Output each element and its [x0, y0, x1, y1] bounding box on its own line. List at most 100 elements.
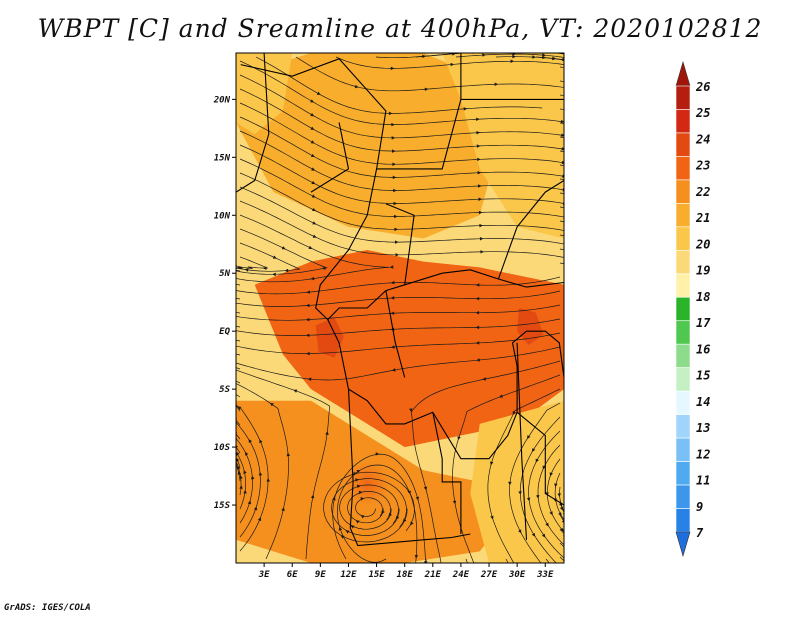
streamline-arrow: [253, 506, 258, 511]
streamline-arrow: [316, 91, 321, 95]
streamline: [239, 116, 564, 178]
streamline-arrow: [393, 188, 397, 193]
lat-tick-label: 5N: [219, 269, 230, 279]
streamline: [331, 478, 407, 536]
country-border: [347, 389, 471, 547]
streamline-arrow: [414, 554, 419, 559]
streamline-arrow: [549, 472, 553, 477]
lat-tick-label: 20N: [213, 95, 231, 105]
streamline-arrow: [338, 526, 343, 531]
colorbar-label: 12: [696, 447, 710, 461]
streamline: [323, 471, 415, 543]
streamline-arrow: [355, 478, 360, 482]
streamline-arrow: [482, 53, 486, 57]
streamline: [339, 484, 399, 530]
streamline-arrow: [561, 160, 564, 165]
streamline-arrow: [558, 512, 562, 517]
streamline-arrow: [391, 122, 395, 127]
streamline-arrow: [391, 368, 396, 372]
streamline: [337, 464, 418, 563]
streamline-arrow: [375, 452, 380, 456]
streamline-arrow: [475, 325, 480, 330]
colorbar-swatch: [675, 484, 691, 509]
streamline-arrow: [564, 242, 568, 245]
streamline-arrow: [477, 184, 482, 188]
streamline-arrow: [281, 246, 286, 250]
wbpt-region-peak-24: [315, 317, 344, 358]
streamline-arrow: [479, 223, 484, 228]
streamline: [537, 444, 564, 546]
colorbar-swatch: [675, 390, 691, 415]
lon-tick-label: 18E: [397, 570, 414, 580]
colorbar-label: 11: [696, 474, 710, 488]
streamline: [415, 53, 564, 58]
colorbar-label: 17: [696, 316, 711, 330]
streamline-arrow: [272, 272, 276, 277]
streamline-arrow: [475, 310, 480, 315]
streamline: [559, 542, 564, 548]
streamline: [239, 130, 564, 191]
streamline-arrow: [512, 411, 516, 416]
country-border: [385, 290, 406, 378]
streamline-arrow: [350, 525, 355, 529]
colorbar-label: 26: [695, 80, 710, 94]
streamline: [239, 200, 564, 258]
country-border: [497, 180, 564, 280]
streamline-arrow: [311, 194, 316, 198]
streamline-arrow: [522, 49, 526, 52]
streamline: [546, 458, 564, 533]
streamline-arrow: [477, 157, 481, 162]
streamline-arrow: [480, 250, 485, 254]
streamline: [559, 66, 564, 68]
streamline: [375, 53, 564, 59]
colorbar-swatch: [675, 273, 691, 298]
streamline-arrow: [564, 86, 568, 89]
streamline-arrow: [310, 112, 315, 117]
streamline-arrow: [321, 266, 326, 270]
colorbar-swatch: [675, 437, 691, 462]
streamline: [236, 463, 241, 482]
streamline: [559, 220, 564, 223]
colorbar-label: 16: [696, 342, 710, 356]
streamline-arrow: [236, 445, 239, 449]
streamline-arrow: [394, 214, 398, 219]
streamline: [239, 172, 564, 231]
streamline-arrow: [560, 119, 564, 124]
lon-tick-label: 24E: [452, 570, 470, 580]
streamline-arrow: [307, 377, 312, 382]
colorbar-swatch: [675, 156, 691, 181]
streamline-arrow: [306, 290, 311, 294]
streamline: [236, 256, 268, 270]
colorbar-swatch: [675, 132, 691, 157]
streamline: [347, 491, 391, 524]
streamline-arrow: [390, 66, 395, 71]
streamline-arrow: [527, 435, 531, 440]
streamline-arrow: [358, 490, 363, 495]
streamline-arrow: [244, 451, 249, 456]
colorbar-swatch: [675, 414, 691, 439]
streamline-arrow: [390, 296, 395, 300]
streamline-arrow: [478, 197, 483, 202]
streamline-arrow: [229, 453, 233, 457]
streamline: [236, 404, 269, 552]
streamline: [410, 360, 561, 563]
streamline-arrow: [561, 57, 564, 62]
streamline-arrow: [293, 389, 298, 393]
wbpt-region-se-20: [470, 400, 564, 563]
streamline: [236, 369, 331, 560]
streamline: [332, 453, 427, 563]
colorbar-label: 24: [695, 132, 710, 146]
streamline-arrow: [561, 133, 564, 137]
streamline-arrow: [391, 136, 396, 140]
streamline-arrow: [231, 277, 235, 280]
streamline-arrow: [312, 234, 317, 238]
streamline-arrow: [312, 207, 317, 212]
streamline-arrow: [479, 237, 484, 241]
streamline: [236, 214, 390, 283]
colorbar-label: 9: [696, 500, 703, 514]
streamline-arrow: [360, 515, 365, 519]
streamline-arrow: [545, 522, 549, 527]
streamline: [236, 380, 241, 384]
streamline-arrow: [310, 126, 315, 130]
streamline: [465, 558, 468, 563]
